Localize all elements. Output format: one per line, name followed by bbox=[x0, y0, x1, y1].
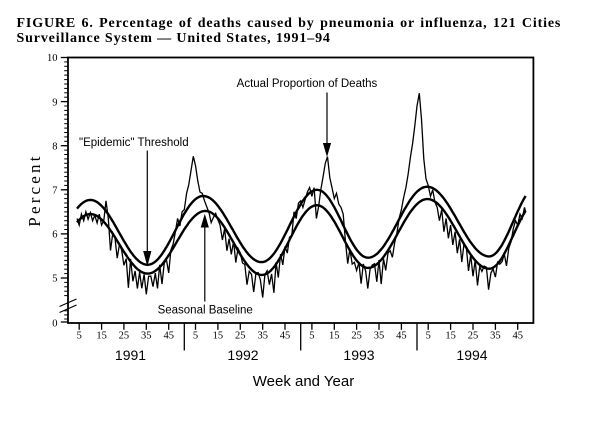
svg-text:5: 5 bbox=[309, 330, 314, 341]
svg-text:Seasonal Baseline: Seasonal Baseline bbox=[158, 305, 253, 317]
svg-text:45: 45 bbox=[396, 330, 407, 341]
svg-text:15: 15 bbox=[213, 330, 224, 341]
svg-text:25: 25 bbox=[119, 330, 130, 341]
svg-text:35: 35 bbox=[490, 330, 501, 341]
svg-text:15: 15 bbox=[445, 330, 456, 341]
svg-text:10: 10 bbox=[47, 53, 58, 64]
svg-text:Week and Year: Week and Year bbox=[253, 373, 354, 390]
svg-text:5: 5 bbox=[193, 330, 198, 341]
svg-text:Percent: Percent bbox=[25, 153, 44, 226]
svg-text:7: 7 bbox=[52, 186, 57, 197]
svg-text:45: 45 bbox=[280, 330, 291, 341]
svg-text:1991: 1991 bbox=[115, 347, 146, 363]
svg-text:15: 15 bbox=[329, 330, 340, 341]
svg-text:45: 45 bbox=[512, 330, 523, 341]
svg-text:45: 45 bbox=[163, 330, 174, 341]
svg-text:1994: 1994 bbox=[456, 347, 487, 363]
svg-text:1993: 1993 bbox=[343, 347, 374, 363]
svg-text:8: 8 bbox=[52, 141, 57, 152]
svg-text:25: 25 bbox=[468, 330, 479, 341]
svg-text:35: 35 bbox=[141, 330, 152, 341]
svg-text:5: 5 bbox=[77, 330, 82, 341]
svg-text:35: 35 bbox=[257, 330, 268, 341]
svg-text:0: 0 bbox=[52, 319, 57, 330]
svg-text:5: 5 bbox=[52, 274, 57, 285]
svg-text:5: 5 bbox=[426, 330, 431, 341]
svg-text:9: 9 bbox=[52, 97, 57, 108]
svg-text:35: 35 bbox=[374, 330, 385, 341]
svg-text:Actual Proportion of Deaths: Actual Proportion of Deaths bbox=[237, 78, 378, 90]
svg-text:15: 15 bbox=[96, 330, 107, 341]
svg-text:6: 6 bbox=[52, 230, 57, 241]
svg-text:25: 25 bbox=[235, 330, 246, 341]
svg-text:1992: 1992 bbox=[227, 347, 258, 363]
svg-text:"Epidemic" Threshold: "Epidemic" Threshold bbox=[79, 137, 189, 149]
svg-text:25: 25 bbox=[351, 330, 362, 341]
